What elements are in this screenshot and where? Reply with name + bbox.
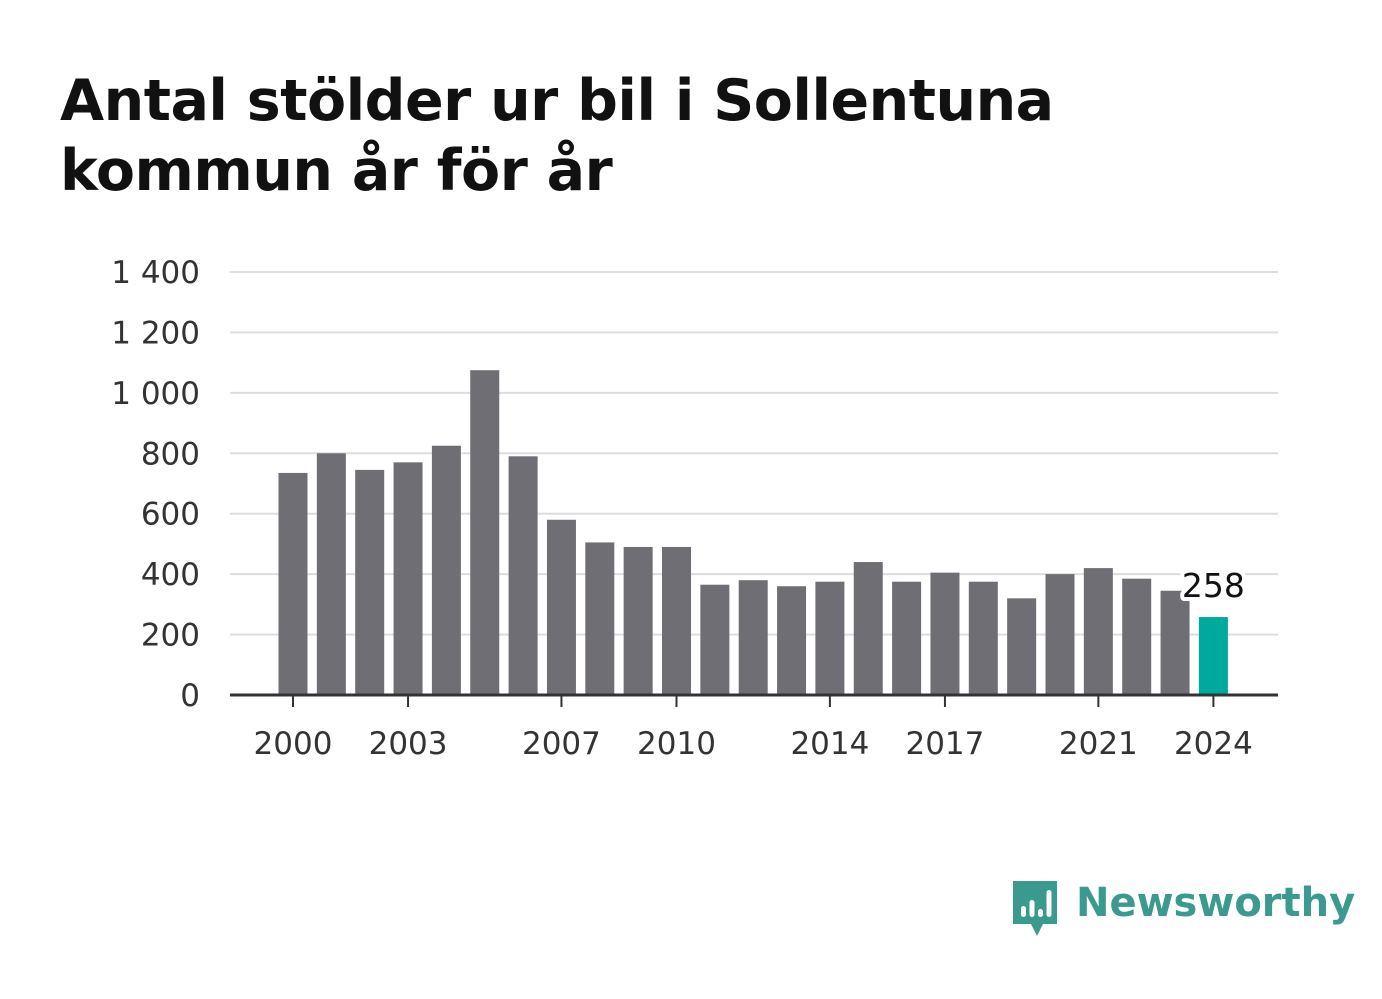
newsworthy-logo: Newsworthy xyxy=(1010,878,1355,940)
bar-chart-speech-bubble-icon xyxy=(1013,881,1057,936)
bar-2020 xyxy=(1045,574,1075,695)
x-tick-label: 2010 xyxy=(637,726,716,762)
y-tick-label: 200 xyxy=(141,618,200,654)
x-tick-label: 2003 xyxy=(369,726,448,762)
labels: 0 200 400 600 800 1 000 1 200 1 400 2000 2003 2007… xyxy=(111,255,1253,762)
value-label-2024: 258 xyxy=(1182,566,1245,605)
y-tick-label: 600 xyxy=(141,497,200,533)
bar-2008 xyxy=(585,542,615,695)
bar-2004 xyxy=(431,445,461,695)
bar-2022 xyxy=(1122,578,1152,695)
y-tick-label: 1 400 xyxy=(111,255,200,291)
bar-2019 xyxy=(1007,598,1037,695)
bar-2023 xyxy=(1160,590,1190,695)
bar-2021 xyxy=(1083,568,1113,695)
bar-2017 xyxy=(930,572,960,695)
y-tick-label: 1 200 xyxy=(111,315,200,351)
bar-2009 xyxy=(623,546,653,695)
bar-2006 xyxy=(508,456,538,695)
bar-2018 xyxy=(968,581,998,695)
bar-2015 xyxy=(853,562,883,695)
bar-2005 xyxy=(470,370,500,695)
bar-2000 xyxy=(278,472,308,695)
grid-lines xyxy=(230,271,1278,636)
y-tick-label: 0 xyxy=(180,678,200,714)
bar-2014 xyxy=(815,581,845,695)
x-tick-label: 2024 xyxy=(1174,726,1253,762)
bar-2016 xyxy=(892,581,922,695)
bar-2011 xyxy=(700,584,730,695)
bar-2001 xyxy=(316,453,346,695)
brand-name: Newsworthy xyxy=(1076,880,1356,926)
x-tick-label: 2017 xyxy=(905,726,984,762)
bar-2024 xyxy=(1198,617,1228,695)
x-tick-label: 2007 xyxy=(522,726,601,762)
bar-2002 xyxy=(355,469,385,695)
axes xyxy=(230,693,1278,707)
y-tick-label: 800 xyxy=(141,436,200,472)
bar-2012 xyxy=(738,580,768,695)
value-label-halo: 258 xyxy=(1182,566,1245,605)
y-tick-label: 1 000 xyxy=(111,376,200,412)
bar-2013 xyxy=(777,586,807,695)
y-tick-label: 400 xyxy=(141,557,200,593)
x-tick-label: 2014 xyxy=(790,726,869,762)
bar-2010 xyxy=(662,546,691,695)
x-tick-label: 2000 xyxy=(254,726,333,762)
bar-2007 xyxy=(546,519,576,695)
x-tick-label: 2021 xyxy=(1059,726,1138,762)
chart-title: Antal stölder ur bil i Sollentuna kommun… xyxy=(60,68,1054,204)
bars xyxy=(278,370,1228,695)
bar-2003 xyxy=(393,462,423,695)
